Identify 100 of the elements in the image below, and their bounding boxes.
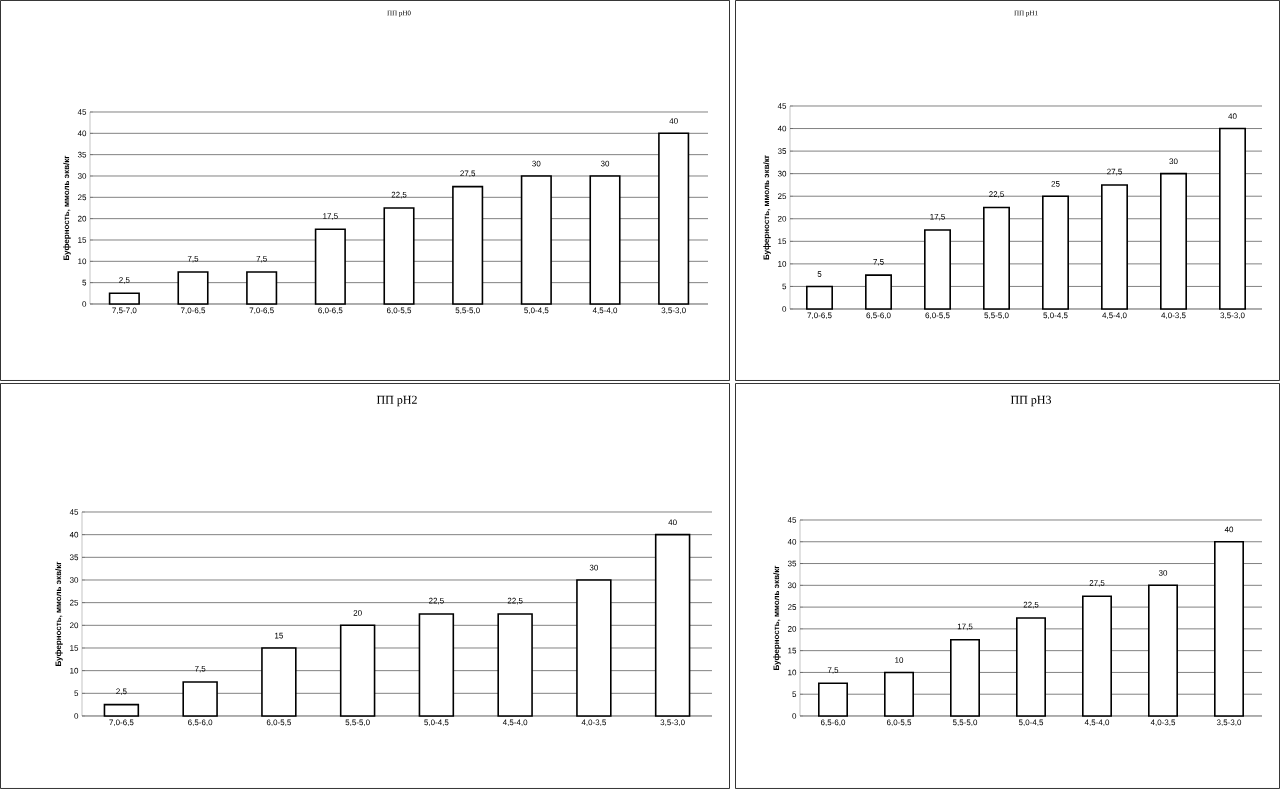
x-tick-label: 4,5-4,0 (592, 307, 618, 315)
y-tick-label: 5 (82, 279, 87, 286)
x-tick-label: 3,5-3,0 (1220, 312, 1245, 320)
y-tick-label: 45 (77, 109, 87, 115)
y-tick-label: 0 (74, 713, 79, 719)
y-tick-label: 0 (782, 306, 787, 312)
data-label: 30 (600, 160, 610, 167)
x-tick-label: 3,5-3,0 (1216, 719, 1242, 727)
x-tick-label: 5,5-5,0 (984, 312, 1009, 320)
y-tick-label: 25 (777, 193, 787, 200)
x-tick-label: 5,0-4,5 (1018, 719, 1044, 727)
x-tick-label: 5,0-4,5 (424, 719, 449, 727)
x-tick-label: 5,5-5,0 (455, 307, 480, 315)
chart-title: ПП pH2 (376, 395, 417, 407)
data-label: 22,5 (507, 597, 523, 605)
y-tick-label: 25 (787, 604, 797, 610)
x-tick-label: 5,0-4,5 (524, 307, 549, 315)
x-tick-label: 3,5-3,0 (661, 307, 686, 315)
y-axis-title: Буферность, ммоль экв/кг (63, 155, 71, 260)
y-tick-label: 25 (77, 194, 87, 201)
x-tick-label: 5,0-4,5 (1043, 312, 1068, 320)
y-tick-label: 45 (777, 103, 787, 109)
y-tick-label: 15 (70, 645, 79, 651)
x-tick-label: 6,0-6,5 (318, 307, 343, 315)
data-label: 5 (817, 271, 822, 277)
x-tick-label: 7,0-6,5 (109, 719, 134, 727)
x-tick-label: 5,5-5,0 (952, 719, 978, 727)
data-label: 2,5 (119, 277, 130, 284)
data-label: 17,5 (323, 213, 338, 220)
data-label: 40 (669, 118, 678, 124)
x-tick-label: 7,0-6,5 (249, 307, 274, 315)
data-label: 27,5 (1089, 580, 1105, 587)
x-tick-label: 7,0-6,5 (180, 307, 206, 315)
y-tick-label: 20 (69, 622, 79, 629)
data-label: 30 (532, 160, 541, 167)
x-tick-label: 6,5-6,0 (188, 719, 213, 727)
x-tick-label: 6,0-5,5 (925, 312, 950, 320)
data-label: 22,5 (391, 191, 407, 199)
y-tick-label: 15 (788, 647, 797, 654)
y-tick-label: 35 (787, 560, 797, 567)
data-label: 27,5 (460, 170, 476, 178)
y-tick-label: 0 (82, 301, 87, 307)
data-label: 15 (275, 632, 283, 639)
data-label: 17,5 (957, 623, 973, 631)
x-tick-label: 4,0-3,5 (581, 719, 606, 727)
y-tick-label: 30 (69, 577, 79, 583)
y-tick-label: 30 (777, 170, 787, 177)
bar (103, 703, 140, 717)
y-tick-label: 35 (77, 151, 87, 158)
y-tick-label: 15 (78, 237, 87, 243)
data-label: 10 (895, 657, 904, 663)
data-label: 30 (1169, 158, 1178, 165)
y-tick-label: 30 (77, 173, 87, 179)
data-label: 30 (1158, 570, 1168, 576)
y-tick-label: 15 (778, 238, 787, 245)
y-tick-label: 25 (69, 599, 79, 606)
data-label: 40 (1228, 113, 1237, 120)
data-label: 22,5 (989, 191, 1004, 198)
x-tick-label: 4,0-3,5 (1161, 312, 1186, 320)
y-tick-label: 5 (74, 690, 79, 697)
data-label: 7,5 (827, 667, 839, 674)
y-axis-title: Буферность, ммоль экв/кг (55, 561, 63, 666)
y-tick-label: 35 (777, 148, 787, 154)
chart-title: ПП pH3 (1010, 395, 1052, 407)
y-tick-label: 5 (782, 283, 787, 290)
data-label: 22,5 (1023, 601, 1039, 609)
data-label: 7,5 (187, 255, 199, 263)
data-label: 22,5 (429, 597, 444, 605)
x-tick-label: 6,5-6,0 (820, 719, 846, 727)
y-tick-label: 40 (69, 531, 79, 538)
y-tick-label: 45 (69, 509, 79, 515)
y-tick-label: 40 (777, 125, 787, 132)
data-label: 20 (353, 610, 362, 616)
x-tick-label: 3,5-3,0 (660, 719, 685, 727)
y-tick-label: 0 (792, 713, 797, 719)
y-tick-label: 20 (777, 215, 787, 222)
x-tick-label: 4,5-4,0 (502, 719, 528, 727)
x-tick-label: 4,0-3,5 (1150, 719, 1176, 727)
data-label: 30 (589, 564, 599, 571)
y-axis-title: Буферность, ммоль экв/кг (773, 565, 781, 670)
y-tick-label: 35 (69, 554, 79, 561)
y-tick-label: 40 (787, 538, 797, 545)
y-tick-label: 10 (788, 669, 797, 676)
y-tick-label: 10 (78, 258, 87, 265)
x-tick-label: 6,0-5,5 (886, 719, 912, 727)
data-label: 40 (1224, 526, 1234, 533)
x-tick-label: 6,0-5,5 (386, 307, 412, 315)
data-label: 7,5 (256, 255, 267, 263)
x-tick-label: 5,5-5,0 (345, 719, 370, 727)
y-tick-label: 20 (787, 626, 797, 632)
y-tick-label: 10 (778, 261, 787, 267)
y-tick-label: 10 (70, 667, 79, 674)
x-tick-label: 6,0-5,5 (266, 719, 291, 727)
x-tick-label: 4,5-4,0 (1084, 719, 1110, 727)
y-axis-title: Буферность, ммоль экв/кг (763, 155, 771, 260)
x-tick-label: 4,5-4,0 (1102, 312, 1127, 320)
y-tick-label: 40 (77, 130, 87, 137)
bar (108, 292, 140, 305)
y-tick-label: 5 (792, 691, 797, 697)
data-label: 25 (1051, 181, 1060, 187)
